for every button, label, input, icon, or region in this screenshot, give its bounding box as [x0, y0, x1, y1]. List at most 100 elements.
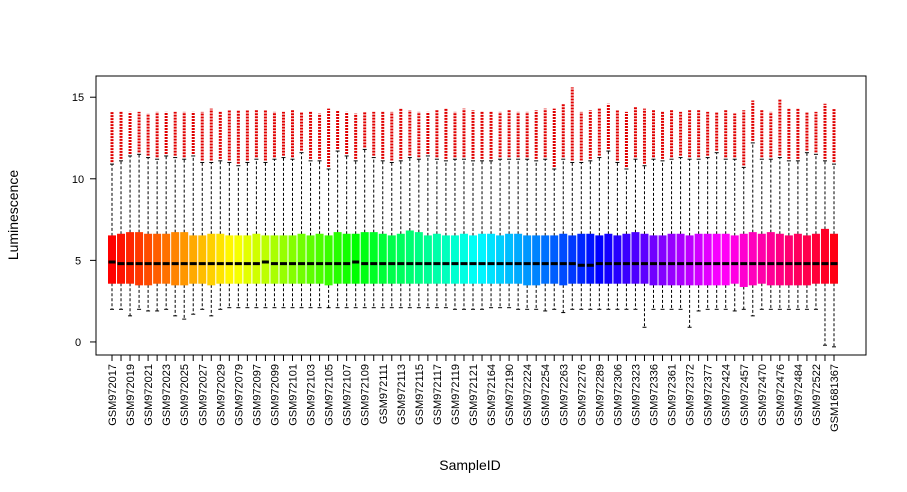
box	[658, 235, 667, 286]
box	[514, 233, 523, 284]
box	[198, 235, 207, 284]
x-tick-label: GSM972476	[775, 364, 787, 426]
box	[595, 235, 604, 284]
box	[153, 233, 162, 284]
x-tick-label: GSM972113	[396, 364, 408, 425]
box	[640, 233, 649, 284]
box	[369, 232, 378, 284]
x-tick-label: GSM972103	[306, 364, 318, 426]
x-tick-label: GSM972117	[432, 364, 444, 425]
x-tick-label: GSM972079	[233, 364, 245, 426]
box	[207, 233, 216, 286]
box	[649, 235, 658, 286]
box	[757, 233, 766, 284]
box	[351, 233, 360, 284]
x-tick-label: GSM972097	[251, 364, 263, 426]
x-tick-label: GSM972027	[197, 364, 209, 426]
box	[748, 232, 757, 286]
box	[342, 233, 351, 284]
box	[270, 235, 279, 284]
x-tick-label: GSM972224	[522, 364, 534, 426]
box	[721, 233, 730, 286]
box	[324, 235, 333, 286]
x-tick-label: GSM972263	[558, 364, 570, 426]
x-tick-label: GSM972484	[793, 364, 805, 426]
x-tick-label: GSM972289	[594, 364, 606, 426]
box	[333, 232, 342, 284]
box	[568, 235, 577, 284]
plot-frame	[95, 75, 867, 356]
x-tick-label: GSM972522	[811, 364, 823, 426]
x-tick-label: GSM972424	[721, 364, 733, 426]
box	[405, 230, 414, 284]
box	[496, 235, 505, 284]
box	[423, 235, 432, 284]
x-tick-label: GSM972115	[414, 364, 426, 425]
x-tick-label: GSM972372	[685, 364, 697, 426]
box	[261, 235, 270, 284]
box	[784, 235, 793, 286]
box	[604, 233, 613, 284]
y-tick-label: 15	[72, 92, 84, 104]
box	[802, 235, 811, 286]
x-tick-label: GSM972377	[703, 364, 715, 426]
box	[775, 233, 784, 286]
box	[297, 233, 306, 284]
x-tick-label: GSM972121	[468, 364, 480, 426]
box	[586, 233, 595, 284]
x-tick-label: GSM972119	[450, 364, 462, 425]
x-tick-label: GSM972276	[576, 364, 588, 426]
x-axis-title: SampleID	[439, 457, 500, 473]
box	[739, 233, 748, 287]
x-tick-label: GSM1681367	[829, 364, 841, 432]
box	[703, 233, 712, 286]
x-tick-label: GSM972021	[143, 364, 155, 426]
box	[532, 235, 541, 286]
box	[613, 235, 622, 284]
x-tick-label: GSM972470	[757, 364, 769, 426]
x-tick-label: GSM972105	[324, 364, 336, 426]
box	[189, 235, 198, 284]
x-tick-label: GSM972254	[540, 364, 552, 426]
box	[523, 235, 532, 286]
box	[126, 232, 135, 284]
box	[441, 235, 450, 284]
box	[730, 235, 739, 284]
x-tick-label: GSM972017	[107, 364, 119, 426]
x-tick-label: GSM972190	[504, 364, 516, 426]
box	[252, 233, 261, 284]
x-tick-label: GSM972019	[125, 364, 137, 426]
box	[288, 235, 297, 284]
box	[766, 232, 775, 286]
box	[144, 233, 153, 286]
x-tick-label: GSM972111	[378, 364, 390, 424]
x-tick-label: GSM972361	[667, 364, 679, 426]
y-tick-label: 5	[75, 255, 81, 267]
box	[712, 233, 721, 286]
box	[378, 233, 387, 284]
box	[216, 233, 225, 284]
box	[243, 235, 252, 284]
box	[550, 235, 559, 284]
x-tick-label: GSM972323	[630, 364, 642, 426]
box	[559, 233, 568, 286]
box	[450, 235, 459, 284]
x-tick-label: GSM972023	[161, 364, 173, 426]
y-axis-title: Luminescence	[5, 170, 21, 260]
x-tick-label: GSM972107	[342, 364, 354, 426]
box	[171, 232, 180, 286]
x-tick-label: GSM972099	[269, 364, 281, 426]
box	[830, 233, 838, 284]
box	[694, 233, 703, 286]
box	[396, 233, 405, 284]
box	[315, 233, 324, 284]
x-tick-label: GSM972109	[360, 364, 372, 426]
box	[306, 235, 315, 284]
box	[793, 233, 802, 286]
box	[432, 233, 441, 284]
box	[234, 235, 243, 284]
box	[820, 228, 829, 284]
box	[505, 233, 514, 284]
x-tick-label: GSM972306	[612, 364, 624, 426]
